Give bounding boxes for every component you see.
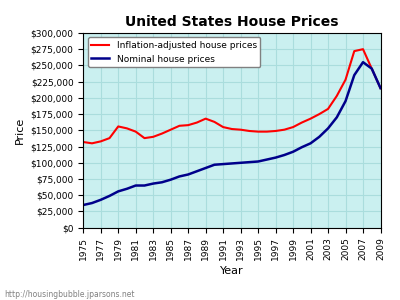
Nominal house prices (247, 160, 252, 164)
Inflation-adjusted house prices (90, 142, 94, 145)
Inflation-adjusted house prices (142, 136, 147, 140)
Inflation-adjusted house prices (308, 117, 313, 120)
Nominal house prices (352, 73, 357, 77)
Inflation-adjusted house prices (177, 124, 182, 128)
Inflation-adjusted house prices (300, 121, 304, 124)
Inflation-adjusted house prices (352, 49, 357, 53)
Nominal house prices (81, 203, 86, 207)
Inflation-adjusted house prices (98, 140, 103, 143)
Nominal house prices (361, 60, 366, 64)
Inflation-adjusted house prices (116, 124, 121, 128)
Nominal house prices (98, 198, 103, 202)
Nominal house prices (291, 150, 296, 154)
Inflation-adjusted house prices (256, 130, 260, 134)
Nominal house prices (273, 156, 278, 159)
Nominal house prices (308, 142, 313, 145)
Inflation-adjusted house prices (203, 117, 208, 120)
Inflation-adjusted house prices (361, 47, 366, 51)
Inflation-adjusted house prices (326, 107, 330, 111)
Inflation-adjusted house prices (369, 67, 374, 70)
Inflation-adjusted house prices (194, 121, 199, 124)
Inflation-adjusted house prices (282, 128, 287, 131)
Inflation-adjusted house prices (212, 120, 217, 124)
Nominal house prices (282, 153, 287, 157)
Nominal house prices (177, 175, 182, 178)
Nominal house prices (264, 158, 269, 161)
X-axis label: Year: Year (220, 266, 244, 276)
Nominal house prices (317, 135, 322, 139)
Inflation-adjusted house prices (264, 130, 269, 134)
Inflation-adjusted house prices (291, 125, 296, 129)
Nominal house prices (221, 162, 226, 166)
Nominal house prices (124, 187, 129, 190)
Nominal house prices (168, 178, 173, 181)
Inflation-adjusted house prices (107, 136, 112, 140)
Nominal house prices (230, 162, 234, 165)
Nominal house prices (238, 161, 243, 165)
Nominal house prices (160, 181, 164, 184)
Inflation-adjusted house prices (160, 132, 164, 135)
Inflation-adjusted house prices (133, 130, 138, 134)
Inflation-adjusted house prices (334, 94, 339, 98)
Nominal house prices (334, 116, 339, 119)
Inflation-adjusted house prices (247, 129, 252, 133)
Title: United States House Prices: United States House Prices (125, 15, 339, 29)
Inflation-adjusted house prices (168, 128, 173, 131)
Nominal house prices (256, 160, 260, 163)
Inflation-adjusted house prices (238, 128, 243, 131)
Inflation-adjusted house prices (230, 127, 234, 131)
Nominal house prices (326, 127, 330, 130)
Nominal house prices (300, 146, 304, 149)
Inflation-adjusted house prices (378, 86, 383, 90)
Nominal house prices (116, 190, 121, 193)
Nominal house prices (186, 173, 190, 176)
Legend: Inflation-adjusted house prices, Nominal house prices: Inflation-adjusted house prices, Nominal… (88, 38, 260, 67)
Inflation-adjusted house prices (221, 125, 226, 129)
Inflation-adjusted house prices (81, 140, 86, 144)
Nominal house prices (203, 166, 208, 170)
Nominal house prices (151, 182, 156, 185)
Nominal house prices (142, 184, 147, 187)
Inflation-adjusted house prices (151, 135, 156, 139)
Nominal house prices (133, 184, 138, 187)
Nominal house prices (107, 194, 112, 198)
Nominal house prices (212, 163, 217, 166)
Inflation-adjusted house prices (186, 123, 190, 127)
Y-axis label: Price: Price (15, 117, 25, 144)
Nominal house prices (343, 99, 348, 103)
Nominal house prices (369, 67, 374, 70)
Nominal house prices (90, 201, 94, 205)
Inflation-adjusted house prices (343, 78, 348, 82)
Text: http://housingbubble.jparsons.net: http://housingbubble.jparsons.net (4, 290, 134, 299)
Line: Nominal house prices: Nominal house prices (83, 62, 380, 205)
Nominal house prices (194, 169, 199, 173)
Nominal house prices (378, 86, 383, 90)
Inflation-adjusted house prices (273, 129, 278, 133)
Inflation-adjusted house prices (124, 127, 129, 130)
Line: Inflation-adjusted house prices: Inflation-adjusted house prices (83, 49, 380, 143)
Inflation-adjusted house prices (317, 112, 322, 116)
